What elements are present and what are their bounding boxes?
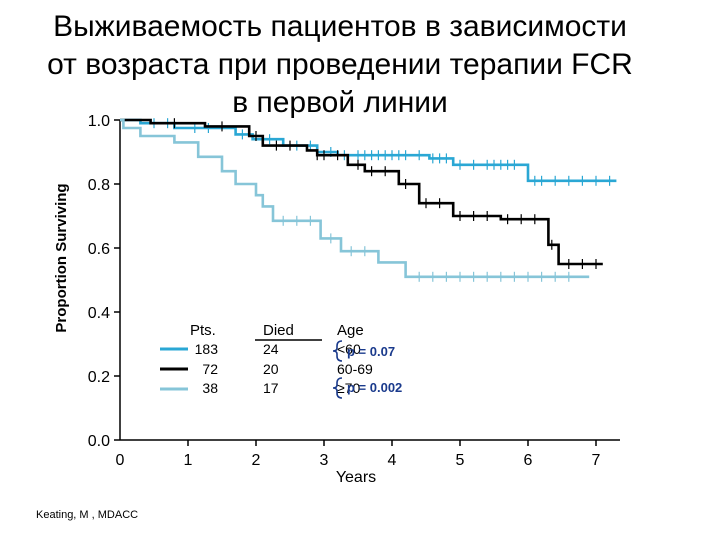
x-tick-label: 6 — [524, 452, 533, 469]
legend-died-lt60: 24 — [263, 341, 279, 357]
legend-header-died: Died — [263, 322, 294, 339]
y-tick-label: 0.4 — [88, 305, 110, 322]
source-credit: Keating, M , MDACC — [36, 509, 139, 521]
survival-curves — [120, 118, 617, 282]
legend-header-pts: Pts. — [190, 322, 216, 339]
legend-header-age: Age — [337, 322, 364, 339]
x-ticks: 0 1 2 3 4 5 6 7 — [116, 440, 601, 469]
legend-age-lt60: <60 — [337, 341, 361, 357]
curve-ge70 — [120, 118, 590, 279]
title-line-1: Выживаемость пациентов в зависимости — [53, 10, 627, 43]
y-tick-label: 0.2 — [88, 369, 110, 386]
legend-age-60-69: 60-69 — [337, 361, 373, 377]
title-line-2: от возраста при проведении терапии FCR — [47, 48, 633, 81]
y-tick-label: 1.0 — [88, 113, 110, 130]
x-tick-label: 4 — [388, 452, 397, 469]
legend: Pts. Died Age 183 24 <60 72 20 60-69 38 … — [160, 322, 402, 399]
legend-pts-60-69: 72 — [202, 361, 218, 377]
x-tick-label: 0 — [116, 452, 125, 469]
chart-title: Выживаемость пациентов в зависимости от … — [0, 8, 680, 122]
y-tick-label: 0.0 — [88, 433, 110, 450]
legend-died-ge70: 17 — [263, 380, 279, 396]
legend-age-ge70: ≥70 — [337, 380, 360, 396]
x-axis-label: Years — [336, 469, 376, 486]
x-tick-label: 3 — [320, 452, 329, 469]
curve-60-69 — [120, 118, 603, 266]
y-axis-label: Proportion Surviving — [53, 183, 70, 332]
axes — [119, 120, 620, 441]
x-tick-label: 1 — [184, 452, 193, 469]
x-tick-label: 5 — [456, 452, 465, 469]
title-line-3: в первой линии — [232, 86, 448, 119]
x-tick-label: 7 — [592, 452, 601, 469]
pvalue-1: p = 0.07 — [347, 344, 395, 359]
legend-pts-lt60: 183 — [195, 341, 219, 357]
y-tick-label: 0.8 — [88, 177, 110, 194]
x-tick-label: 2 — [252, 452, 261, 469]
legend-pts-ge70: 38 — [202, 380, 218, 396]
pvalue-2: p = 0.002 — [347, 380, 402, 395]
pvalue-brace-1 — [332, 340, 343, 362]
y-tick-label: 0.6 — [88, 241, 110, 258]
legend-died-60-69: 20 — [263, 361, 279, 377]
y-ticks: 0.0 0.2 0.4 0.6 0.8 1.0 — [88, 113, 120, 450]
pvalue-brace-2 — [332, 377, 343, 399]
